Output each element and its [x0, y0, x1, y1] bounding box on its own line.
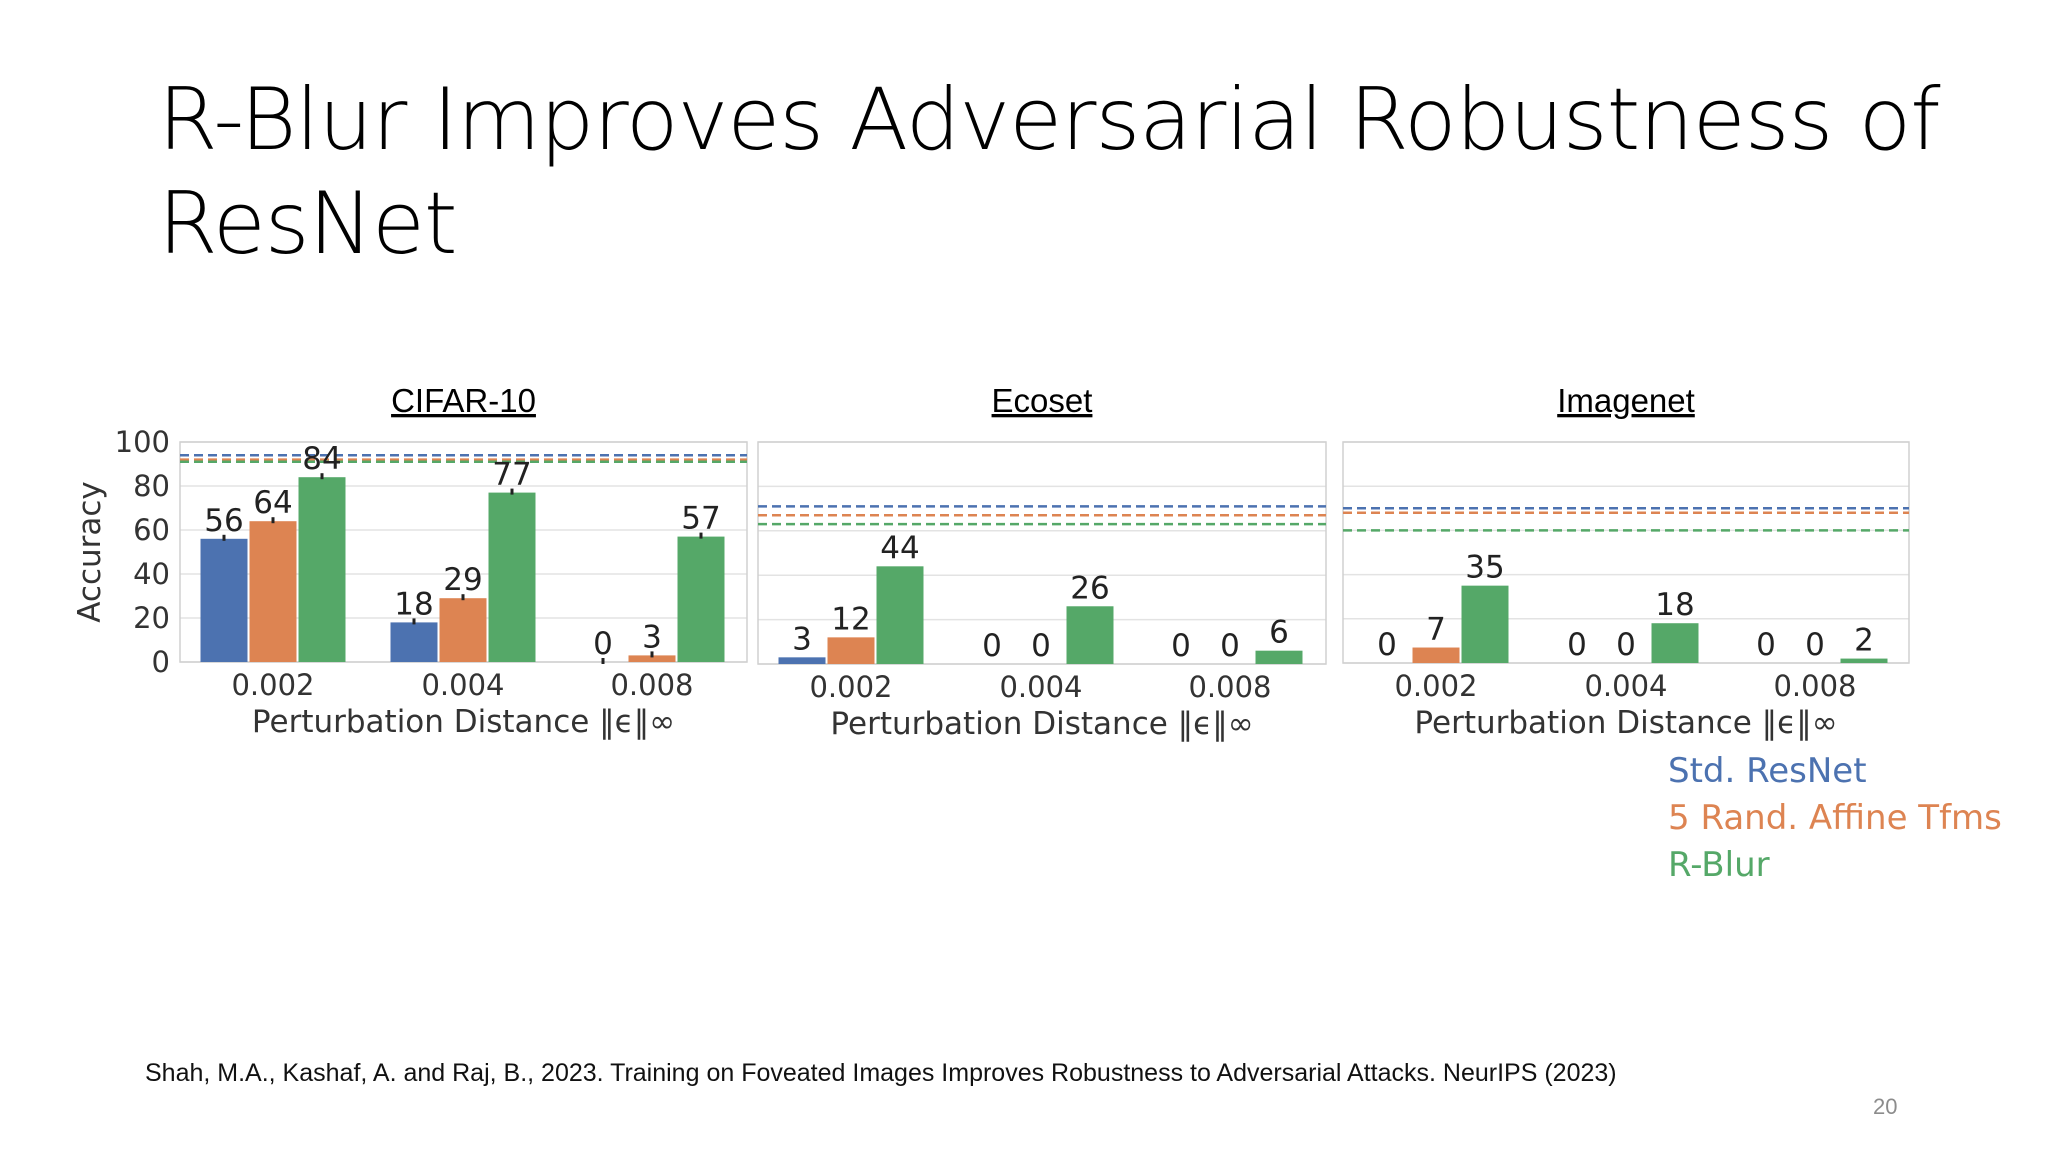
page-number: 20 [1873, 1094, 1898, 1119]
data-label: 0 [1805, 627, 1825, 663]
bar-affine [827, 637, 875, 664]
bar-std [390, 622, 438, 662]
data-label: 18 [1655, 587, 1694, 623]
data-label: 0 [1220, 628, 1240, 664]
bar-rblur [876, 566, 924, 664]
plot-frame [1342, 441, 1910, 664]
plot-frame [757, 441, 1327, 665]
bar-rblur [1461, 585, 1509, 663]
bar-affine [249, 521, 297, 662]
bar-affine [1412, 647, 1460, 663]
y-tick-label: 100 [115, 425, 170, 459]
bar-rblur [1066, 606, 1114, 664]
chart-title: CIFAR-10 [391, 382, 536, 419]
data-label: 44 [880, 530, 919, 566]
bar-std [200, 538, 248, 662]
data-label: 0 [1377, 627, 1397, 663]
data-label: 35 [1465, 550, 1504, 586]
bar-rblur [1255, 650, 1303, 664]
legend-item-std-resnet: Std. ResNet [1668, 751, 1867, 791]
data-label: 0 [982, 628, 1002, 664]
citation: Shah, M.A., Kashaf, A. and Raj, B., 2023… [145, 1059, 1617, 1087]
x-tick-label: 0.004 [999, 670, 1082, 704]
bar-rblur [298, 477, 346, 662]
bar-rblur [1840, 658, 1888, 663]
x-tick-label: 0.008 [610, 668, 693, 702]
data-label: 56 [204, 503, 243, 539]
chart-title: Ecoset [992, 382, 1093, 419]
data-label: 84 [302, 441, 341, 477]
x-axis-label: Perturbation Distance ‖ϵ‖∞ [830, 706, 1253, 742]
y-tick-label: 60 [133, 513, 170, 547]
bar-rblur [677, 536, 725, 662]
data-label: 0 [1031, 628, 1051, 664]
bar-std [778, 657, 826, 664]
data-label: 18 [394, 586, 433, 622]
data-label: 3 [792, 621, 812, 657]
bar-affine [439, 598, 487, 662]
data-label: 6 [1269, 615, 1289, 651]
data-label: 0 [1567, 627, 1587, 663]
data-label: 12 [831, 601, 870, 637]
x-axis-label: Perturbation Distance ‖ϵ‖∞ [252, 704, 675, 740]
y-tick-label: 40 [133, 557, 170, 591]
y-tick-label: 20 [133, 601, 170, 635]
data-label: 7 [1426, 612, 1446, 648]
chart-title: Imagenet [1557, 382, 1695, 419]
legend-item-affine: 5 Rand. Affine Tfms [1668, 798, 2002, 838]
data-label: 29 [443, 562, 482, 598]
data-label: 0 [1171, 628, 1191, 664]
slide-title: R-Blur Improves Adversarial Robustness o… [158, 68, 1958, 276]
data-label: 77 [492, 457, 531, 493]
x-tick-label: 0.002 [1394, 669, 1477, 703]
y-tick-label: 0 [152, 645, 170, 679]
x-axis-label: Perturbation Distance ‖ϵ‖∞ [1414, 705, 1837, 741]
data-label: 57 [681, 501, 720, 537]
slide-title-line-1: R-Blur Improves Adversarial Robustness o… [158, 70, 1941, 170]
bar-rblur [1651, 623, 1699, 663]
bar-rblur [488, 492, 536, 662]
legend: Std. ResNet 5 Rand. Affine Tfms R-Blur [1668, 748, 2002, 889]
slide-title-line-2: ResNet [158, 174, 458, 274]
x-tick-label: 0.002 [809, 670, 892, 704]
data-label: 3 [642, 619, 662, 655]
x-tick-label: 0.004 [1584, 669, 1667, 703]
x-tick-label: 0.008 [1188, 670, 1271, 704]
data-label: 0 [593, 626, 613, 662]
data-label: 0 [1756, 627, 1776, 663]
y-tick-label: 80 [133, 469, 170, 503]
x-tick-label: 0.008 [1773, 669, 1856, 703]
y-axis-label: Accuracy [72, 481, 108, 623]
bar-affine [628, 655, 676, 662]
legend-item-rblur: R-Blur [1668, 845, 1770, 885]
data-label: 2 [1854, 623, 1874, 659]
data-label: 26 [1070, 570, 1109, 606]
data-label: 0 [1616, 627, 1636, 663]
x-tick-label: 0.002 [231, 668, 314, 702]
x-tick-label: 0.004 [421, 668, 504, 702]
data-label: 64 [253, 485, 292, 521]
